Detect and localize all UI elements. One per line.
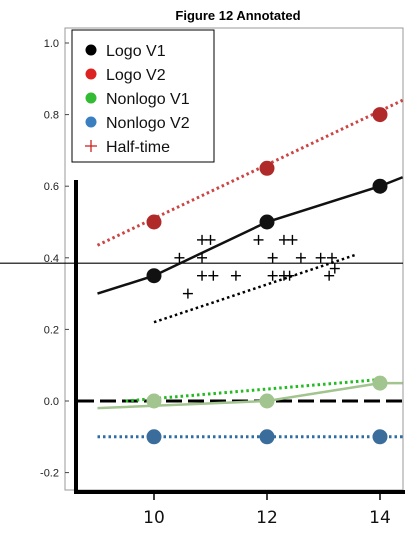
half-time-marker xyxy=(295,252,306,263)
fit-line xyxy=(97,176,404,295)
x-tick-label: 10 xyxy=(143,508,165,528)
data-point xyxy=(146,429,162,445)
half-time-trend-line xyxy=(153,253,358,324)
data-point xyxy=(372,429,388,445)
y-tick-label: 0.8 xyxy=(44,110,59,122)
data-point xyxy=(146,214,162,230)
data-point xyxy=(146,268,162,284)
y-tick-label: 0.6 xyxy=(44,181,59,193)
data-point xyxy=(259,160,275,176)
data-points xyxy=(146,107,388,445)
half-time-marker xyxy=(205,234,216,245)
half-time-marker xyxy=(329,263,340,274)
half-time-marker xyxy=(197,270,208,281)
half-time-marker xyxy=(182,288,193,299)
legend-marker xyxy=(85,92,97,104)
legend-label: Logo V2 xyxy=(106,67,166,84)
legend-marker xyxy=(85,44,97,56)
half-time-marker xyxy=(284,270,295,281)
half-time-marker xyxy=(267,252,278,263)
half-time-marker xyxy=(315,252,326,263)
legend-label: Logo V1 xyxy=(106,43,166,60)
half-time-marker xyxy=(197,234,208,245)
half-time-marker xyxy=(278,234,289,245)
half-time-marker xyxy=(267,270,278,281)
legend-label: Half-time xyxy=(106,139,170,156)
half-time-marker xyxy=(253,234,264,245)
axes: 1.0 0.8 0.6 0.4 0.2 0.0 -0.2 10 12 14 xyxy=(40,38,405,528)
legend-marker xyxy=(85,116,97,128)
data-point xyxy=(372,375,388,391)
nonlogo-v1-trend-line xyxy=(97,381,403,410)
half-time-marker xyxy=(287,234,298,245)
data-point xyxy=(259,214,275,230)
data-point xyxy=(259,393,275,409)
half-time-marker xyxy=(174,252,185,263)
half-time-marker xyxy=(230,270,241,281)
y-tick-label: 0.0 xyxy=(44,396,59,408)
x-tick-label: 14 xyxy=(369,508,391,528)
data-point xyxy=(146,393,162,409)
half-time-marker xyxy=(197,252,208,263)
fit-line xyxy=(125,378,381,403)
legend-marker xyxy=(85,68,97,80)
half-time-points xyxy=(174,234,340,299)
half-time-marker xyxy=(324,270,335,281)
x-tick-label: 12 xyxy=(256,508,278,528)
data-point xyxy=(259,429,275,445)
half-time-marker xyxy=(326,252,337,263)
chart-title: Figure 12 Annotated xyxy=(175,8,300,23)
data-point xyxy=(372,107,388,123)
y-tick-label: -0.2 xyxy=(40,468,59,480)
legend-label: Nonlogo V2 xyxy=(106,115,190,132)
reference-lines xyxy=(0,262,403,403)
y-tick-label: 1.0 xyxy=(44,38,59,50)
y-tick-label: 0.2 xyxy=(44,324,59,336)
legend: Logo V1 Logo V2 Nonlogo V1 Nonlogo V2 Half-t… xyxy=(71,29,215,163)
half-time-marker xyxy=(208,270,219,281)
legend-label: Nonlogo V1 xyxy=(106,91,190,108)
data-point xyxy=(372,178,388,194)
y-tick-label: 0.4 xyxy=(44,253,59,265)
